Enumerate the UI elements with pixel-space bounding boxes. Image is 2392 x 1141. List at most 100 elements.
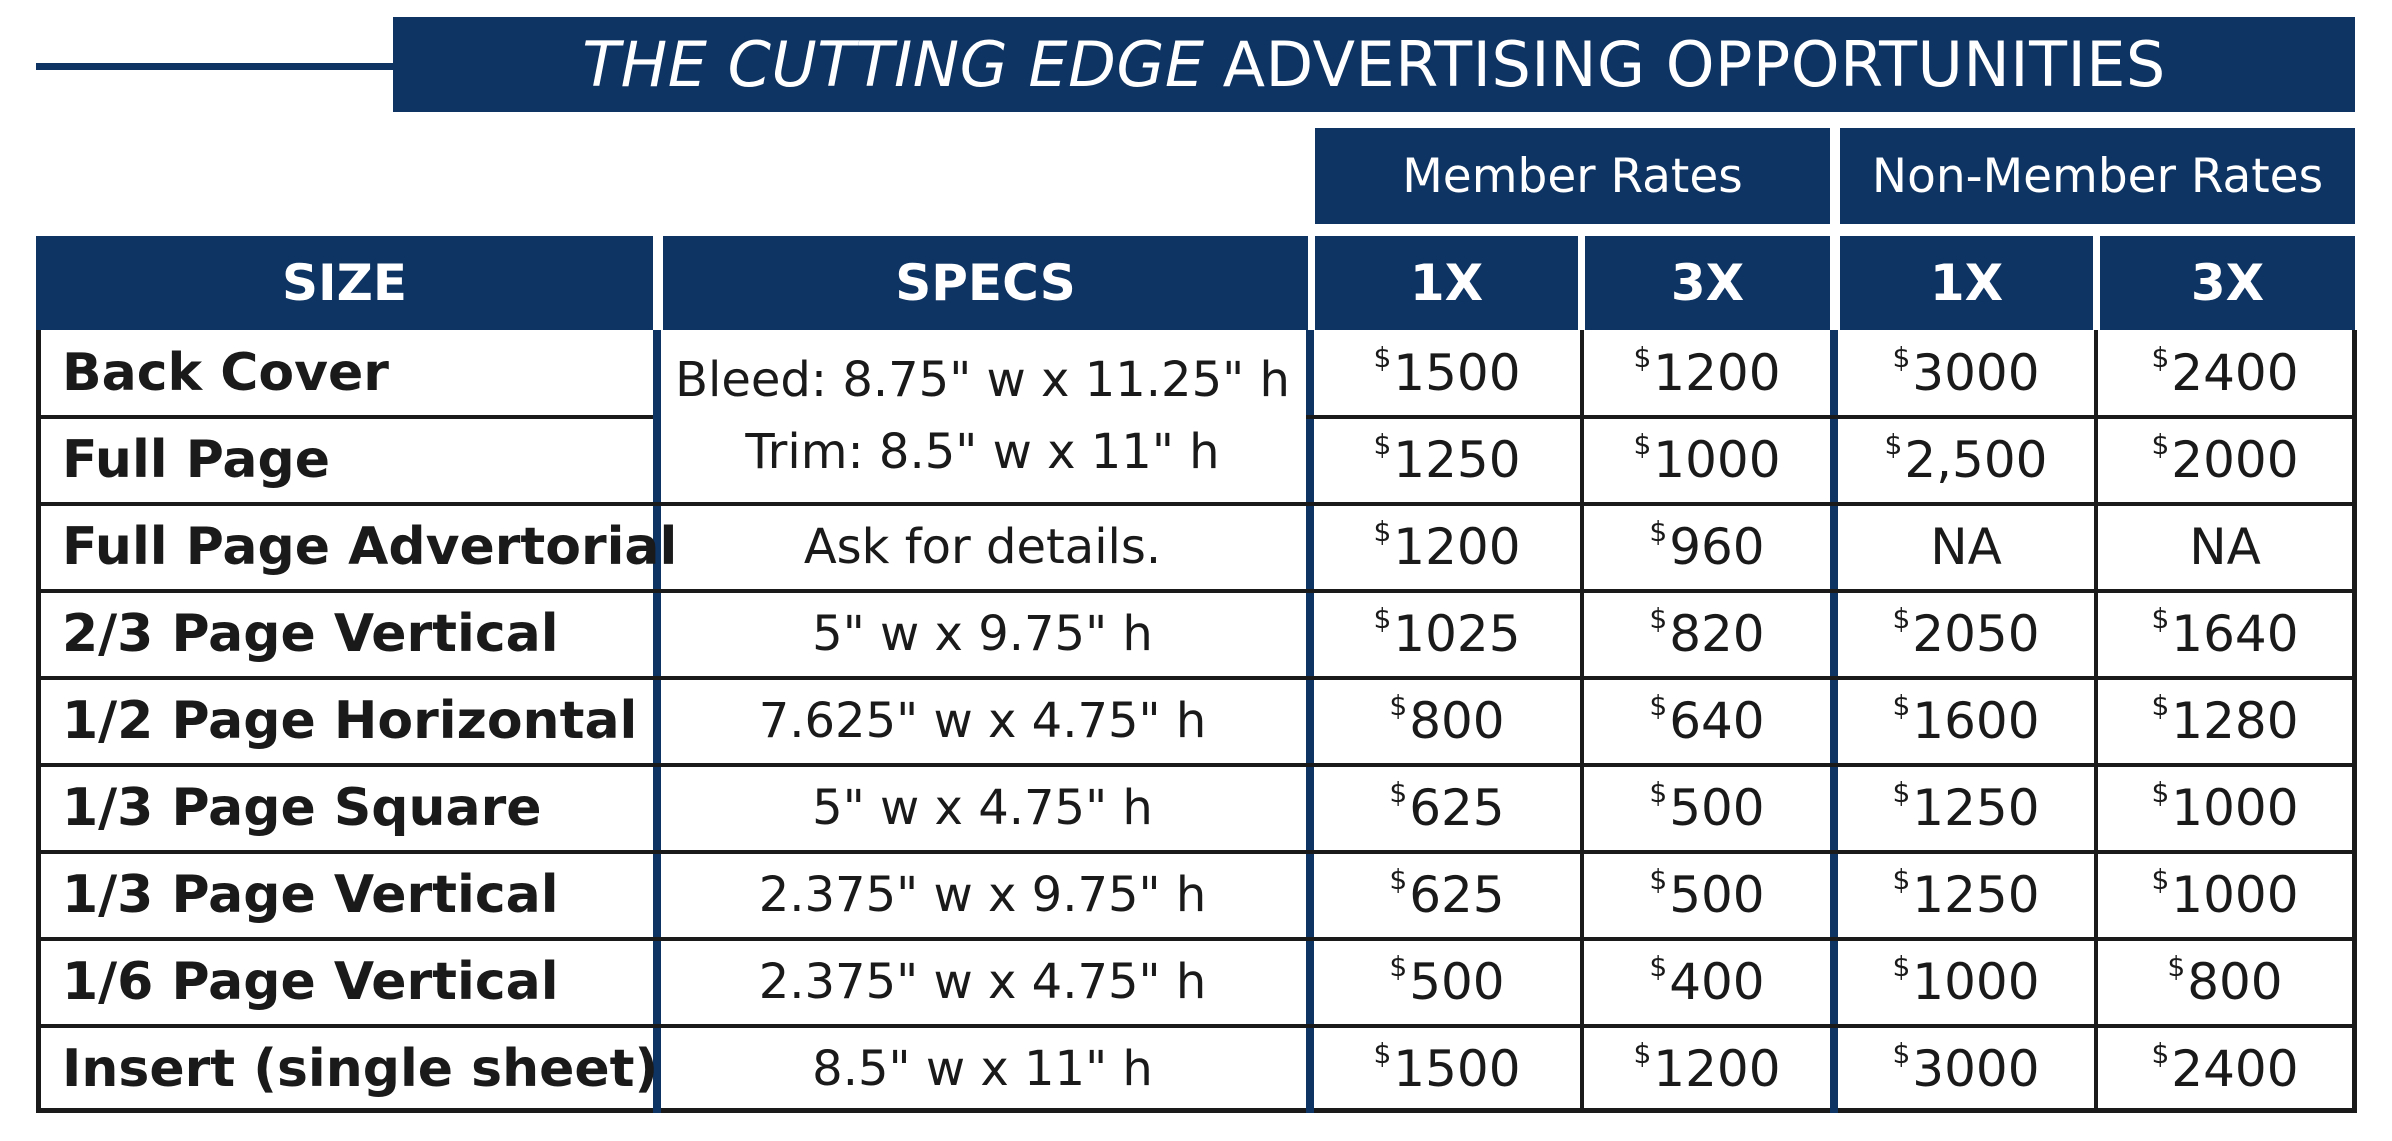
- price-amount: 3000: [1912, 1040, 2040, 1098]
- price-amount: 960: [1669, 518, 1765, 576]
- price-amount: 1250: [1912, 866, 2040, 924]
- price-cell: $2400: [2098, 1026, 2352, 1112]
- price-cell: $3000: [1838, 330, 2094, 416]
- row-divider: [1306, 415, 2357, 419]
- row-divider: [36, 589, 2357, 593]
- price-amount: 400: [1669, 953, 1765, 1011]
- price-amount: 1000: [1912, 953, 2040, 1011]
- spec-cell: 5" w x 9.75" h: [812, 606, 1153, 662]
- row-divider: [36, 502, 2357, 506]
- price-cell: $820: [1584, 591, 1830, 677]
- non-member-rates-header: Non-Member Rates: [1840, 128, 2355, 224]
- currency-symbol: $: [1884, 427, 1903, 461]
- size-cell: Insert (single sheet): [62, 1039, 659, 1099]
- price-cell: $1200: [1584, 330, 1830, 416]
- spec-bleed-line: Bleed: 8.75" w x 11.25" h: [675, 352, 1290, 408]
- size-cell: 1/6 Page Vertical: [62, 952, 559, 1012]
- price-cell: $640: [1584, 678, 1830, 764]
- price-cell: $1000: [1584, 417, 1830, 503]
- currency-symbol: $: [1649, 601, 1668, 635]
- price-amount: 2400: [2171, 344, 2299, 402]
- price-amount: 1600: [1912, 692, 2040, 750]
- price-amount: 500: [1669, 866, 1765, 924]
- price-cell: $1280: [2098, 678, 2352, 764]
- currency-symbol: $: [1373, 601, 1392, 635]
- price-cell: $800: [2098, 939, 2352, 1025]
- currency-symbol: $: [1649, 949, 1668, 983]
- row-divider: [36, 937, 2357, 941]
- currency-symbol: $: [1892, 1036, 1911, 1070]
- column-divider: [1830, 330, 1838, 1113]
- currency-symbol: $: [1892, 949, 1911, 983]
- currency-symbol: $: [1892, 862, 1911, 896]
- price-cell: $1200: [1584, 1026, 1830, 1112]
- price-cell: $1200: [1314, 504, 1580, 590]
- price-amount: 2000: [2171, 431, 2299, 489]
- price-amount: 2,500: [1904, 431, 2048, 489]
- column-header-size: SIZE: [36, 236, 653, 330]
- currency-symbol: $: [1633, 340, 1652, 374]
- price-cell: $2400: [2098, 330, 2352, 416]
- spec-cell: 7.625" w x 4.75" h: [758, 693, 1207, 749]
- row-divider: [36, 676, 2357, 680]
- price-amount: 1200: [1653, 344, 1781, 402]
- price-cell: $1500: [1314, 330, 1580, 416]
- price-amount: 1250: [1912, 779, 2040, 837]
- price-cell: $400: [1584, 939, 1830, 1025]
- price-cell: NA: [1930, 518, 2002, 576]
- currency-symbol: $: [1373, 340, 1392, 374]
- price-amount: 500: [1669, 779, 1765, 837]
- price-amount: 800: [1409, 692, 1505, 750]
- currency-symbol: $: [1373, 427, 1392, 461]
- currency-symbol: $: [2151, 427, 2170, 461]
- spec-cell: 8.5" w x 11" h: [812, 1041, 1153, 1097]
- column-divider: [2094, 330, 2098, 1113]
- price-cell: $1500: [1314, 1026, 1580, 1112]
- price-amount: 1025: [1393, 605, 1521, 663]
- currency-symbol: $: [2151, 775, 2170, 809]
- spec-cell: 5" w x 4.75" h: [812, 780, 1153, 836]
- size-cell: Back Cover: [62, 343, 389, 403]
- price-amount: 1200: [1653, 1040, 1781, 1098]
- price-cell: $1000: [2098, 852, 2352, 938]
- column-header-specs: SPECS: [663, 236, 1308, 330]
- title-text: ADVERTISING OPPORTUNITIES: [1222, 28, 2166, 101]
- size-cell: 1/3 Page Square: [62, 778, 542, 838]
- price-cell: $1250: [1838, 852, 2094, 938]
- price-cell: $500: [1584, 765, 1830, 851]
- price-amount: 1500: [1393, 344, 1521, 402]
- row-divider: [36, 415, 653, 419]
- rates-table-body: [36, 330, 2357, 1113]
- price-cell: $500: [1584, 852, 1830, 938]
- currency-symbol: $: [2151, 1036, 2170, 1070]
- currency-symbol: $: [1649, 514, 1668, 548]
- price-amount: 1000: [2171, 779, 2299, 837]
- price-cell: $3000: [1838, 1026, 2094, 1112]
- column-header-nonmember-1x: 1X: [1840, 236, 2093, 330]
- price-amount: 820: [1669, 605, 1765, 663]
- price-amount: 1000: [1653, 431, 1781, 489]
- currency-symbol: $: [1389, 949, 1408, 983]
- price-cell: $1250: [1314, 417, 1580, 503]
- price-amount: 800: [2187, 953, 2283, 1011]
- price-amount: 1250: [1393, 431, 1521, 489]
- price-amount: 1280: [2171, 692, 2299, 750]
- price-cell: $625: [1314, 765, 1580, 851]
- currency-symbol: $: [1389, 688, 1408, 722]
- spec-cell: 2.375" w x 4.75" h: [758, 954, 1207, 1010]
- price-amount: 1000: [2171, 866, 2299, 924]
- price-cell: $1250: [1838, 765, 2094, 851]
- price-cell: $800: [1314, 678, 1580, 764]
- price-amount: 500: [1409, 953, 1505, 1011]
- row-divider: [36, 763, 2357, 767]
- currency-symbol: $: [1633, 1036, 1652, 1070]
- price-cell: $500: [1314, 939, 1580, 1025]
- price-amount: 640: [1669, 692, 1765, 750]
- column-header-nonmember-3x: 3X: [2100, 236, 2355, 330]
- currency-symbol: $: [1373, 1036, 1392, 1070]
- price-amount: 3000: [1912, 344, 2040, 402]
- size-cell: Full Page: [62, 430, 330, 490]
- currency-symbol: $: [2151, 688, 2170, 722]
- column-divider: [1306, 330, 1314, 1113]
- price-cell: $1000: [1838, 939, 2094, 1025]
